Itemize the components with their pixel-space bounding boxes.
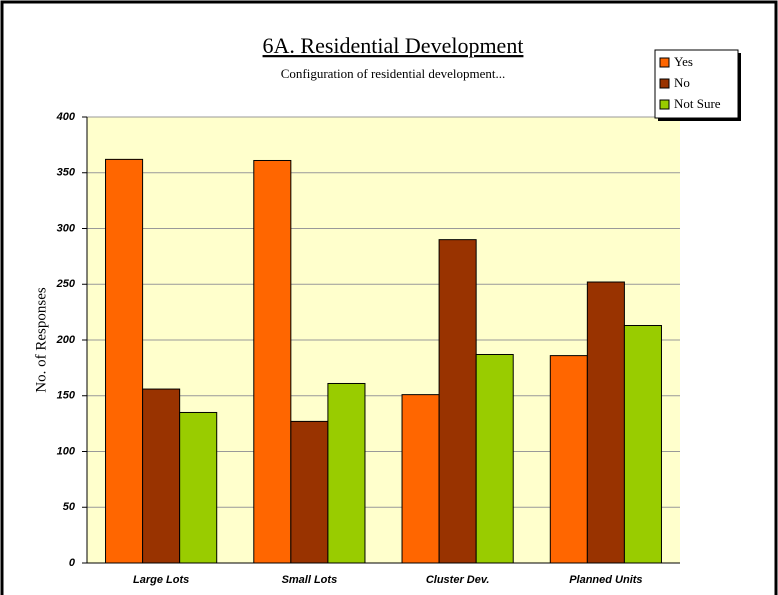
legend-swatch — [659, 99, 670, 110]
y-tick-label: 300 — [57, 222, 76, 234]
x-tick-label: Large Lots — [133, 574, 189, 586]
bar — [586, 281, 625, 564]
bar — [105, 158, 144, 564]
x-tick-label: Cluster Dev. — [426, 574, 490, 586]
y-tick-label: 350 — [57, 167, 76, 179]
y-tick-label: 200 — [56, 334, 76, 346]
bar — [401, 394, 440, 564]
y-tick-label: 250 — [56, 278, 76, 290]
bar — [179, 411, 218, 564]
bar — [290, 420, 329, 564]
bar — [327, 382, 366, 564]
x-tick-label: Small Lots — [282, 574, 338, 586]
legend-label: No — [674, 75, 690, 90]
y-tick-label: 100 — [57, 445, 76, 457]
bar — [623, 325, 662, 564]
bar — [475, 353, 514, 564]
bar — [438, 239, 477, 564]
y-axis-label: No. of Responses — [33, 287, 49, 393]
y-tick-label: 0 — [69, 557, 76, 569]
x-tick-label: Planned Units — [569, 574, 642, 586]
legend-label: Yes — [674, 54, 693, 69]
chart-title: 6A. Residential Development — [263, 33, 524, 58]
legend-swatch — [659, 78, 670, 89]
bar — [549, 355, 588, 564]
legend-label: Not Sure — [674, 96, 721, 111]
y-tick-label: 150 — [57, 390, 76, 402]
chart-subtitle: Configuration of residential development… — [281, 66, 506, 81]
y-tick-label: 50 — [63, 501, 76, 513]
bar — [253, 159, 292, 564]
y-tick-label: 400 — [56, 111, 76, 123]
legend-swatch — [659, 57, 670, 68]
bar — [142, 388, 181, 564]
